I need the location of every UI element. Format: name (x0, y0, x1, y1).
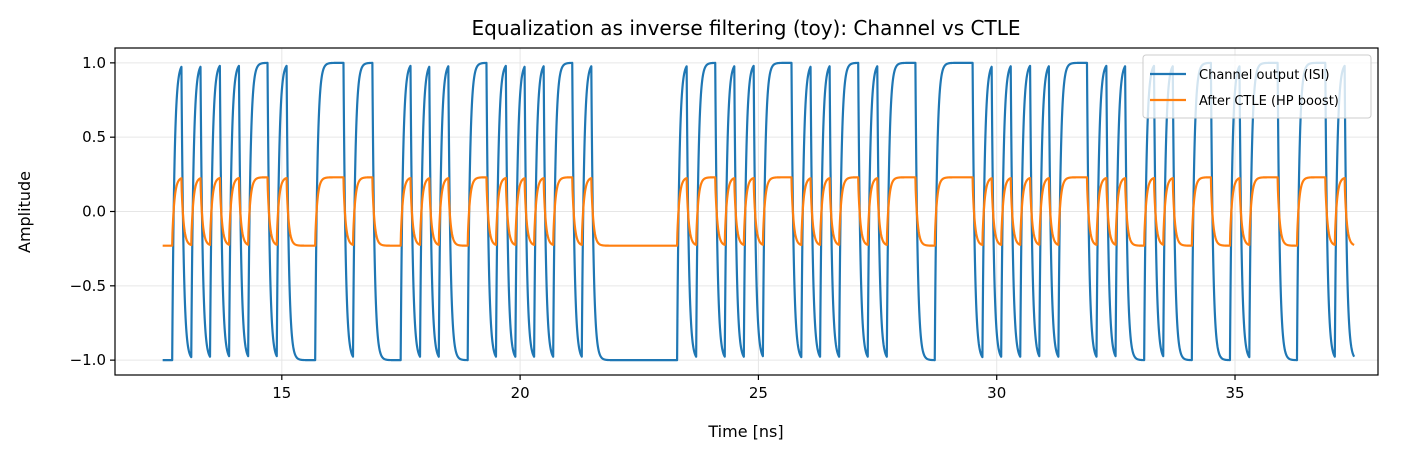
legend-label-ctle: After CTLE (HP boost) (1199, 94, 1339, 109)
ticks: 15 20 25 30 35 1.0 0.5 0.0 −0.5 −1.0 (70, 54, 1245, 402)
y-tick-label: 0.5 (82, 128, 106, 146)
x-tick-label: 25 (749, 384, 768, 402)
legend-box (1142, 54, 1372, 119)
x-tick-label: 35 (1225, 384, 1244, 402)
x-tick-label: 15 (272, 384, 291, 402)
x-axis-label: Time [ns] (707, 422, 783, 441)
series-layer (161, 61, 1356, 362)
y-tick-label: 0.0 (82, 203, 106, 221)
series-line-ctle (161, 176, 1355, 247)
legend: Channel output (ISI) After CTLE (HP boos… (1142, 54, 1372, 119)
y-tick-label: 1.0 (82, 54, 106, 72)
y-tick-label: −1.0 (70, 351, 106, 369)
chart-title: Equalization as inverse filtering (toy):… (472, 16, 1021, 40)
x-tick-label: 30 (987, 384, 1006, 402)
legend-label-channel: Channel output (ISI) (1199, 68, 1330, 83)
y-axis-label: Amplitude (15, 171, 34, 253)
x-tick-label: 20 (511, 384, 530, 402)
y-tick-label: −0.5 (70, 277, 106, 295)
